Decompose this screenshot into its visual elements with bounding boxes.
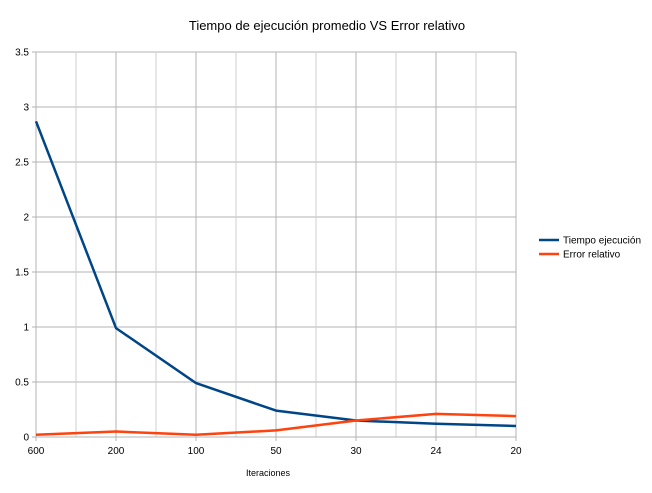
y-tick-label: 0.5 (15, 378, 29, 389)
legend-label: Error relativo (563, 250, 621, 261)
y-axis-ticks: 0 0.5 1 1.5 2 2.5 3 3.5 (15, 48, 29, 444)
y-tick-label: 3.5 (15, 48, 29, 59)
x-axis-ticks: 600 200 100 50 30 24 20 (28, 446, 522, 457)
y-tick-label: 3 (23, 103, 29, 114)
x-tick-label: 24 (430, 446, 442, 457)
legend: Tiempo ejecución Error relativo (539, 236, 641, 261)
x-tick-label: 50 (270, 446, 282, 457)
y-tick-label: 2 (23, 213, 29, 224)
y-tick-label: 2.5 (15, 158, 29, 169)
y-tick-label: 1 (23, 323, 29, 334)
chart-title: Tiempo de ejecución promedio VS Error re… (189, 18, 465, 33)
x-tick-label: 30 (350, 446, 362, 457)
x-tick-label: 100 (188, 446, 205, 457)
plot-axes (32, 51, 517, 441)
y-tick-label: 0 (23, 433, 29, 444)
x-tick-label: 600 (28, 446, 45, 457)
y-tick-label: 1.5 (15, 268, 29, 279)
legend-label: Tiempo ejecución (563, 236, 641, 247)
x-tick-label: 200 (108, 446, 125, 457)
plot-grid (35, 51, 517, 438)
series-lines (34, 120, 517, 437)
x-axis-title: Iteraciones (246, 468, 291, 478)
x-tick-label: 20 (510, 446, 522, 457)
